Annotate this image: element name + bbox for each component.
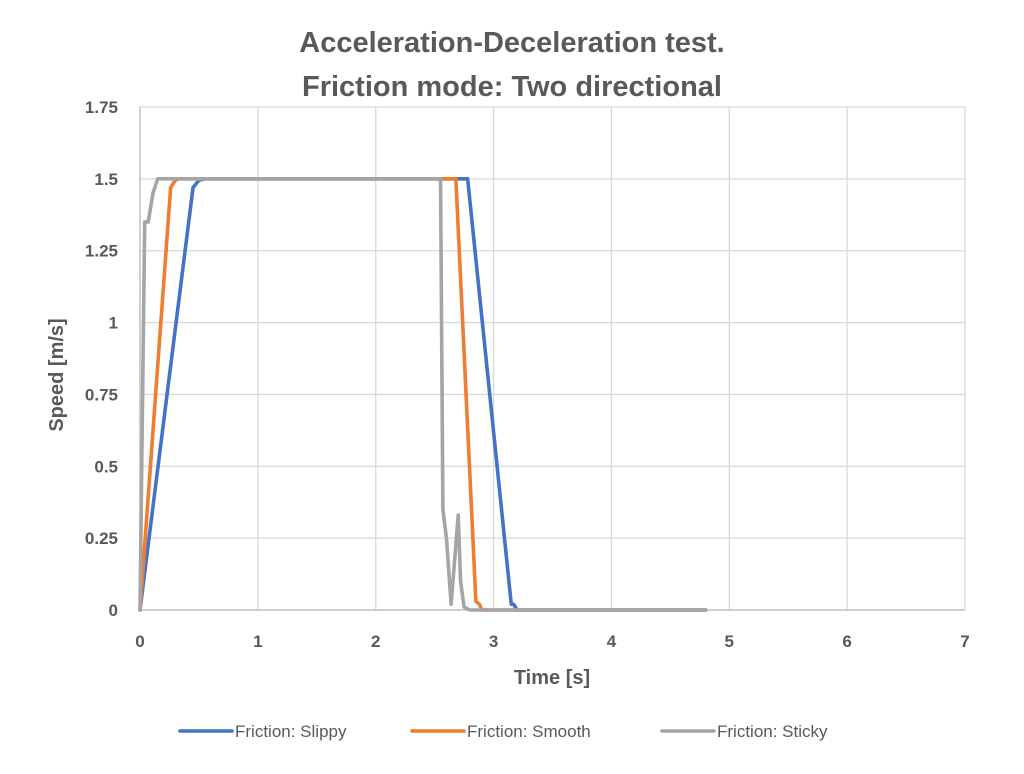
grid xyxy=(139,106,966,611)
y-axis-title: Speed [m/s] xyxy=(46,318,68,431)
x-tick-label: 3 xyxy=(489,632,498,651)
legend-label: Friction: Sticky xyxy=(717,722,828,741)
y-tick-label: 0 xyxy=(109,601,118,620)
x-tick-label: 4 xyxy=(607,632,617,651)
legend-label: Friction: Slippy xyxy=(235,722,347,741)
x-tick-label: 5 xyxy=(725,632,734,651)
y-tick-label: 1.25 xyxy=(85,242,118,261)
legend-label: Friction: Smooth xyxy=(467,722,591,741)
chart-title-line-2: Friction mode: Two directional xyxy=(302,71,722,103)
y-tick-label: 0.25 xyxy=(85,529,118,548)
x-tick-label: 7 xyxy=(960,632,969,651)
x-tick-label: 0 xyxy=(135,632,144,651)
legend: Friction: Slippy Friction: Smooth Friction… xyxy=(178,722,828,741)
y-tick-label: 1 xyxy=(109,314,118,333)
x-tick-label: 6 xyxy=(842,632,851,651)
x-axis-title: Time [s] xyxy=(514,667,590,689)
y-tick-label: 1.5 xyxy=(94,170,118,189)
chart-title-line-1: Acceleration-Deceleration test. xyxy=(299,27,724,59)
y-tick-label: 0.5 xyxy=(94,457,118,476)
x-tick-label: 2 xyxy=(371,632,380,651)
x-tick-label: 1 xyxy=(253,632,262,651)
y-tick-label: 1.75 xyxy=(85,98,118,117)
series-line-2 xyxy=(138,177,708,612)
series-line-3 xyxy=(138,177,708,612)
tick-labels: 0 0.25 0.5 0.75 1 1.25 1.5 1.75 0 1 2 3 4 5 6 7 xyxy=(85,98,970,651)
series-lines xyxy=(138,177,708,612)
y-tick-label: 0.75 xyxy=(85,385,118,404)
series-line-1 xyxy=(138,177,708,612)
